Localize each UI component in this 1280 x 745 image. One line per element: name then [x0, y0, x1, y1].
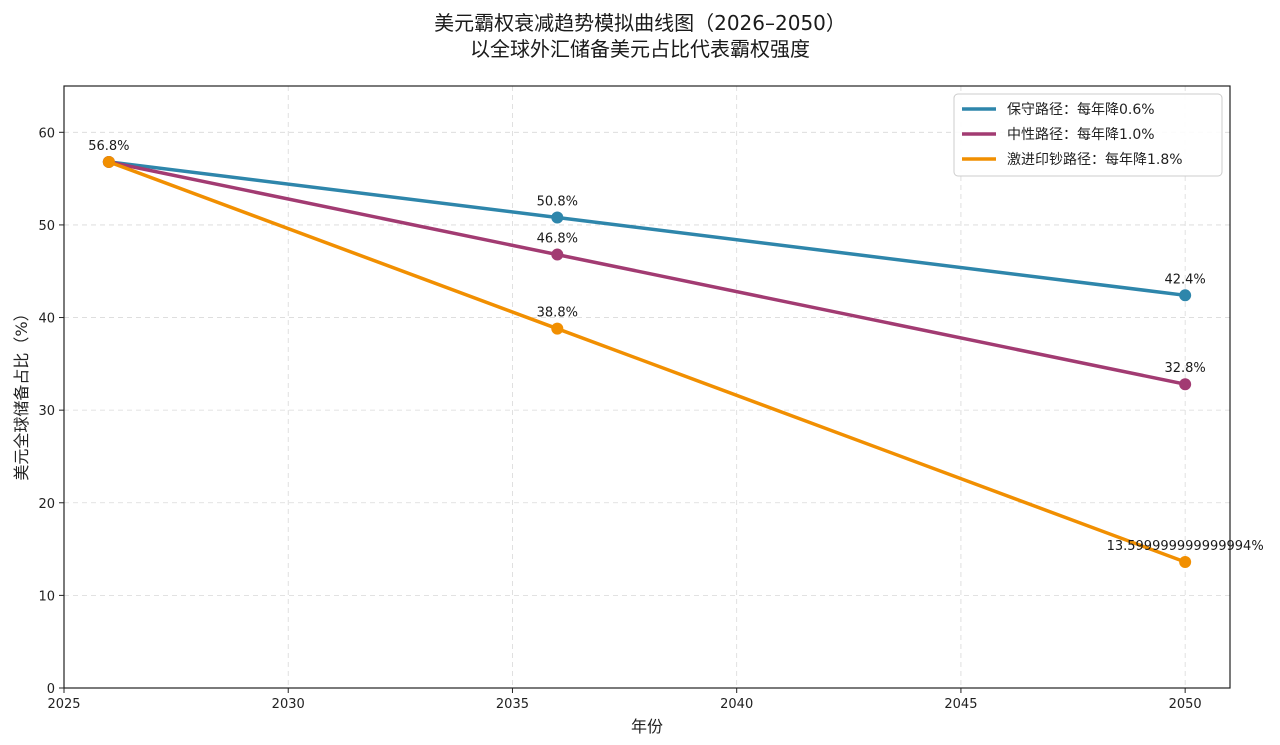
x-tick-label: 2030 — [272, 697, 305, 712]
data-point — [551, 248, 564, 261]
series-2 — [102, 155, 1192, 569]
data-point — [102, 155, 115, 168]
series-line — [107, 160, 1187, 386]
chart-title: 美元霸权衰减趋势模拟曲线图（2026–2050） — [434, 11, 846, 35]
data-label: 32.8% — [1164, 361, 1205, 376]
y-axis: 0 10 20 30 40 50 60 — [38, 126, 64, 697]
data-labels: 50.8% 42.4% 46.8% 32.8% 56.8% 38.8% 13.5999999… — [88, 139, 1264, 554]
legend-entry: 保守路径：每年降0.6% — [1007, 102, 1155, 118]
data-point — [551, 322, 564, 335]
legend-entry: 激进印钞路径：每年降1.8% — [1007, 151, 1183, 168]
series-line — [107, 160, 1187, 298]
x-axis: 2025 2030 2035 2040 2045 2050 — [47, 688, 1202, 712]
y-tick-label: 40 — [38, 312, 55, 327]
data-point — [551, 211, 564, 224]
series-layer — [102, 155, 1192, 569]
legend-entry: 中性路径：每年降1.0% — [1007, 127, 1155, 143]
series-0 — [102, 155, 1192, 302]
data-point — [1179, 556, 1192, 569]
y-axis-label: 美元全球储备占比（%） — [12, 305, 31, 480]
data-label: 38.8% — [537, 306, 578, 321]
y-tick-label: 30 — [38, 404, 55, 419]
x-tick-label: 2040 — [720, 697, 753, 712]
y-tick-label: 50 — [38, 219, 55, 234]
chart-subtitle: 以全球外汇储备美元占比代表霸权强度 — [470, 37, 810, 61]
data-point — [1179, 378, 1192, 391]
x-axis-label: 年份 — [631, 717, 663, 736]
x-tick-label: 2050 — [1169, 697, 1202, 712]
series-1 — [102, 155, 1192, 391]
data-label: 13.599999999999994% — [1107, 539, 1264, 554]
data-label: 56.8% — [88, 139, 129, 154]
data-label: 46.8% — [537, 232, 578, 247]
legend-box — [953, 93, 1223, 177]
y-tick-label: 60 — [38, 126, 55, 141]
plot-frame — [63, 85, 1231, 689]
legend: 保守路径：每年降0.6% 中性路径：每年降1.0% 激进印钞路径：每年降1.8% — [953, 93, 1223, 177]
data-label: 50.8% — [537, 195, 578, 210]
series-line — [107, 160, 1187, 564]
x-tick-label: 2025 — [47, 697, 80, 712]
y-tick-label: 10 — [38, 589, 55, 604]
data-point — [1179, 289, 1192, 302]
x-tick-label: 2045 — [944, 697, 977, 712]
data-label: 42.4% — [1164, 272, 1205, 287]
x-tick-label: 2035 — [496, 697, 529, 712]
y-tick-label: 0 — [47, 682, 55, 697]
y-tick-label: 20 — [38, 497, 55, 512]
